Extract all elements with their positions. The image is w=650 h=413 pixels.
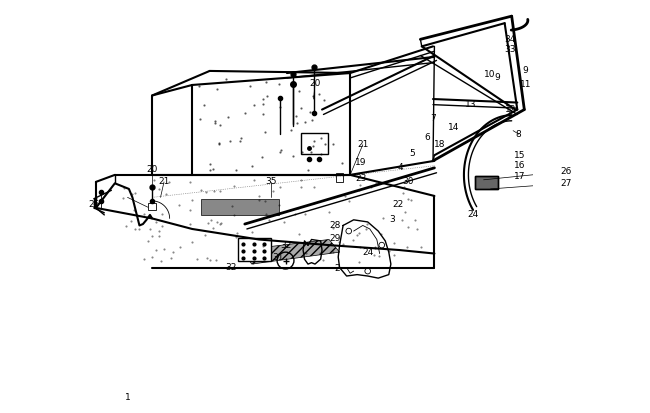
Text: 32: 32: [280, 241, 291, 249]
Text: 28: 28: [329, 221, 341, 230]
Text: 12: 12: [504, 105, 516, 114]
Text: 29: 29: [329, 234, 341, 242]
Text: 22: 22: [393, 200, 404, 209]
Bar: [148, 203, 156, 210]
Text: 13: 13: [465, 100, 476, 109]
Text: 27: 27: [561, 179, 572, 188]
Text: 10: 10: [484, 70, 495, 79]
Text: 15: 15: [514, 151, 526, 160]
Text: 24: 24: [362, 248, 373, 256]
Text: 32: 32: [225, 263, 237, 272]
Text: 23: 23: [355, 174, 367, 183]
Text: 20: 20: [146, 165, 158, 174]
Text: 4: 4: [398, 164, 404, 172]
Text: 20: 20: [309, 79, 320, 88]
Bar: [301, 133, 328, 154]
Text: 5: 5: [409, 150, 415, 158]
Text: 14: 14: [448, 123, 460, 132]
Text: 33: 33: [504, 45, 516, 55]
Bar: [336, 173, 343, 182]
Bar: [202, 199, 278, 215]
Text: 19: 19: [355, 158, 367, 167]
Text: 34: 34: [504, 35, 516, 44]
Text: 18: 18: [434, 140, 446, 149]
Text: 7: 7: [430, 114, 436, 123]
Text: 21: 21: [159, 178, 170, 186]
Text: 25: 25: [88, 200, 99, 209]
Text: 17: 17: [514, 172, 526, 181]
Text: 35: 35: [266, 178, 278, 186]
Text: 24: 24: [467, 210, 478, 219]
Text: 30: 30: [402, 178, 413, 186]
Polygon shape: [241, 240, 339, 264]
Text: 11: 11: [520, 81, 532, 90]
Text: 16: 16: [514, 161, 526, 170]
Text: 21: 21: [357, 140, 369, 149]
Text: 3: 3: [389, 215, 395, 224]
Text: 31: 31: [273, 253, 284, 261]
Text: 9: 9: [495, 74, 501, 83]
Text: 9: 9: [523, 66, 528, 76]
Bar: [238, 238, 272, 261]
Bar: [475, 176, 498, 189]
Bar: [475, 176, 498, 189]
Text: 8: 8: [516, 130, 521, 139]
Text: 1: 1: [125, 393, 131, 402]
Text: 26: 26: [561, 167, 572, 176]
Text: 6: 6: [424, 133, 430, 142]
Text: 2: 2: [335, 264, 341, 273]
